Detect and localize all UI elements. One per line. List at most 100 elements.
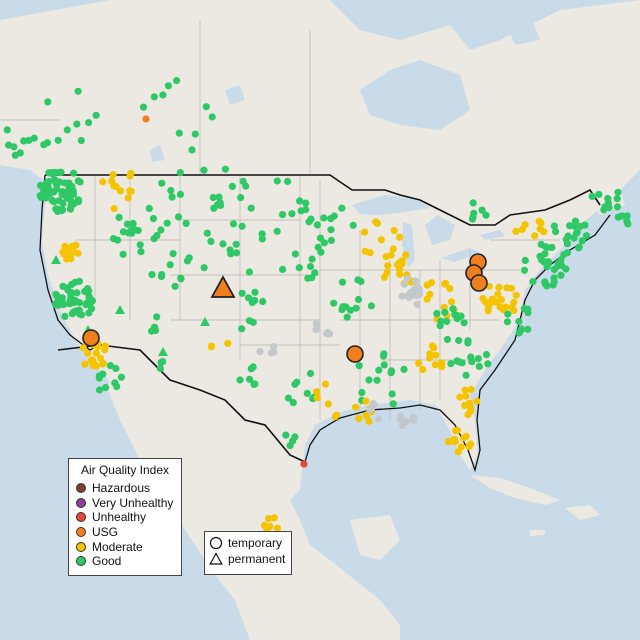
monitor-dot <box>305 218 313 226</box>
monitor-dot <box>74 249 82 257</box>
monitor-dot <box>74 87 82 95</box>
monitor-dot <box>496 303 504 311</box>
monitor-dot <box>85 119 93 127</box>
monitor-dot <box>270 514 278 522</box>
monitor-triangle <box>115 305 125 314</box>
monitor-dot <box>129 219 137 228</box>
monitor-dot <box>357 277 365 285</box>
monitor-dot <box>389 400 397 408</box>
monitor-dot <box>273 524 282 532</box>
monitor-dot <box>529 278 537 286</box>
monitor-dot <box>302 199 310 207</box>
monitor-dot <box>362 397 370 405</box>
monitor-dot <box>119 250 127 258</box>
legend-label: Very Unhealthy <box>92 495 174 510</box>
monitor-dot <box>267 349 275 357</box>
monitor-dot <box>462 392 470 400</box>
monitor-dot <box>306 262 315 271</box>
monitor-dot <box>412 277 420 285</box>
monitor-dot <box>156 364 164 373</box>
monitor-dot <box>232 249 241 257</box>
monitor-dot <box>84 285 92 293</box>
monitor-dot <box>352 304 360 312</box>
monitor-dot <box>380 361 388 369</box>
monitor-dot <box>377 236 385 244</box>
monitor-dot <box>373 376 381 384</box>
monitor-dot <box>232 240 240 248</box>
monitor-dot <box>427 279 436 287</box>
monitor-dot <box>51 168 59 176</box>
monitor-dot <box>624 220 632 228</box>
monitor-dot <box>153 313 161 321</box>
monitor-dot <box>136 241 144 249</box>
legend-item-moderate: Moderate <box>69 539 181 554</box>
monitor-dot <box>541 280 550 288</box>
monitor-dot <box>342 303 350 311</box>
unhealthy-swatch <box>76 512 86 523</box>
monitor-dot <box>77 311 86 319</box>
monitor-dot <box>163 219 171 227</box>
monitor-dot <box>112 364 120 373</box>
monitor-dot <box>473 397 481 405</box>
monitor-dot <box>390 227 398 235</box>
monitor-dot <box>464 337 472 345</box>
monitor-dot <box>83 299 91 307</box>
monitor-dot <box>61 179 69 187</box>
monitor-dot <box>167 187 175 195</box>
monitor-triangle <box>200 317 210 326</box>
monitor-dot <box>330 299 338 307</box>
monitor-dot <box>273 177 281 185</box>
monitor-dot <box>282 431 290 439</box>
monitor-dot <box>600 206 608 214</box>
monitor-dot <box>352 403 360 411</box>
monitor-dot <box>453 311 461 320</box>
monitor-dot <box>575 244 583 252</box>
usg-monitor-circle <box>346 345 364 363</box>
monitor-dot <box>512 291 520 299</box>
monitor-dot <box>460 319 468 327</box>
monitor-dot <box>63 194 71 202</box>
monitor-dot <box>375 415 383 423</box>
monitor-dot <box>247 204 255 212</box>
monitor-dot <box>482 211 490 219</box>
monitor-dot <box>395 265 404 273</box>
monitor-dot <box>245 317 254 325</box>
monitor-dot <box>431 361 439 369</box>
monitor-dot <box>58 206 67 214</box>
monitor-dot <box>123 220 131 228</box>
monitor-dot <box>217 201 225 209</box>
monitor-dot <box>531 232 539 240</box>
monitor-dot <box>623 212 631 220</box>
monitor-dot <box>484 360 492 368</box>
state-borders <box>0 20 560 420</box>
monitor-dot <box>164 82 172 90</box>
monitor-dot <box>99 360 107 368</box>
triangle-icon <box>209 552 223 565</box>
monitor-dot <box>40 141 48 149</box>
monitor-dot <box>312 319 320 327</box>
legend-item-hazardous: Hazardous <box>69 481 181 496</box>
monitor-dot <box>284 177 292 186</box>
legend-item-permanent: permanent <box>205 551 291 567</box>
monitor-dot <box>578 237 587 245</box>
monitor-dot <box>502 303 510 311</box>
monitor-dot <box>50 198 58 206</box>
monitor-dot <box>159 91 167 99</box>
monitor-dot <box>362 412 370 420</box>
monitor-dot <box>358 388 366 397</box>
monitor-dot <box>127 226 135 235</box>
monitor-dot <box>266 522 274 531</box>
monitor-dot <box>456 393 464 401</box>
monitor-dot <box>467 403 475 411</box>
monitor-dot <box>419 366 427 374</box>
monitor-dot <box>215 193 223 201</box>
monitor-dot <box>402 251 410 259</box>
monitor-dot <box>202 103 210 111</box>
monitor-dot <box>321 380 330 388</box>
monitor-dot <box>44 98 52 106</box>
monitor-dot <box>137 248 145 256</box>
monitor-dot <box>448 298 456 306</box>
monitor-dot <box>541 250 549 258</box>
monitor-dot <box>126 187 134 195</box>
monitor-dot <box>331 413 339 421</box>
